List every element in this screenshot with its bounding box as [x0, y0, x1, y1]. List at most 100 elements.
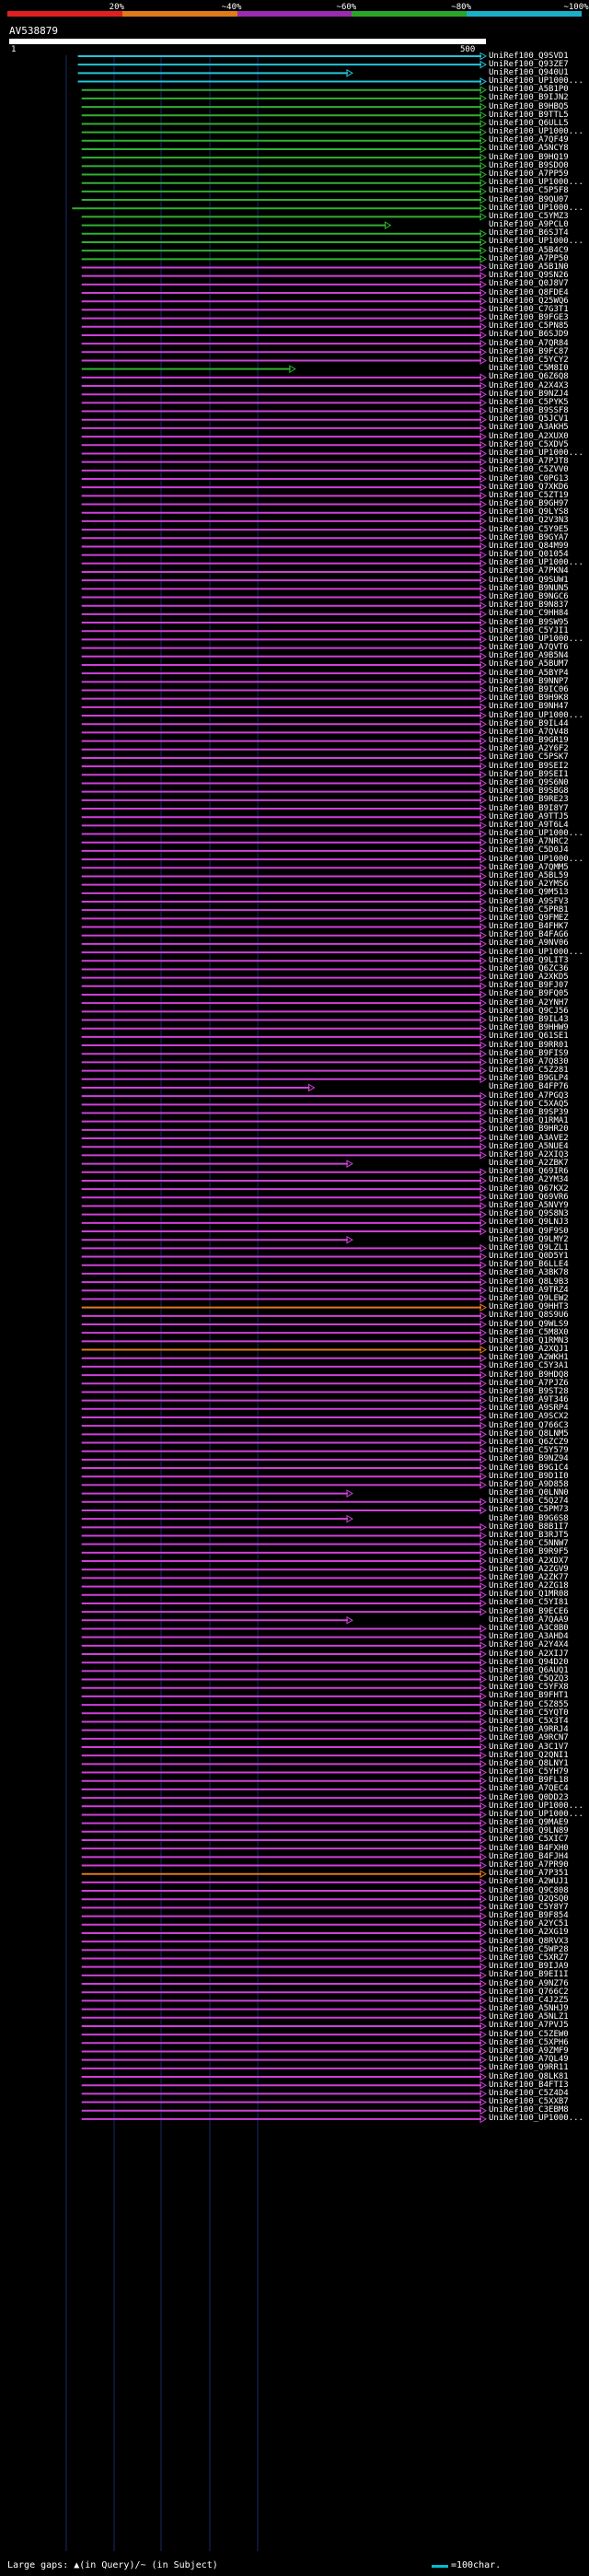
- hit-label[interactable]: UniRef100_UP1000...: [489, 854, 583, 864]
- hit-label[interactable]: UniRef100_A3AVE2: [489, 1133, 569, 1143]
- hit-label[interactable]: UniRef100_B9GYA7: [489, 532, 569, 542]
- hit-label[interactable]: UniRef100_A3AKH5: [489, 423, 569, 433]
- hit-label[interactable]: UniRef100_Q9LYS8: [489, 507, 569, 518]
- hit-label[interactable]: UniRef100_B9FL18: [489, 1776, 569, 1786]
- hit-label[interactable]: UniRef100_Q9LEW2: [489, 1293, 569, 1303]
- hit-label[interactable]: UniRef100_A2YM34: [489, 1175, 569, 1185]
- hit-label[interactable]: UniRef100_C5PYK5: [489, 397, 569, 407]
- hit-label[interactable]: UniRef100_Q1RMA1: [489, 1116, 569, 1126]
- hit-label[interactable]: UniRef100_A9B5N4: [489, 651, 569, 661]
- hit-label[interactable]: UniRef100_C5PM73: [489, 1505, 569, 1515]
- hit-label[interactable]: UniRef100_UP1000...: [489, 634, 583, 644]
- hit-label[interactable]: UniRef100_A2X4X3: [489, 380, 569, 390]
- hit-label[interactable]: UniRef100_C5XDV5: [489, 439, 569, 449]
- hit-label[interactable]: UniRef100_A7QAA9: [489, 1614, 569, 1625]
- hit-label[interactable]: UniRef100_B9IJN2: [489, 93, 569, 103]
- hit-label[interactable]: UniRef100_A2XUX0: [489, 431, 569, 441]
- hit-label[interactable]: UniRef100_Q0DD23: [489, 1792, 569, 1802]
- hit-label[interactable]: UniRef100_A9SFV3: [489, 896, 569, 906]
- hit-label[interactable]: UniRef100_Q6Z6Q8: [489, 372, 569, 382]
- hit-label[interactable]: UniRef100_A7QMM5: [489, 862, 569, 872]
- hit-label[interactable]: UniRef100_C5M8I0: [489, 364, 569, 374]
- hit-label[interactable]: UniRef100_C5YI81: [489, 1598, 569, 1608]
- hit-label[interactable]: UniRef100_C5PRB1: [489, 904, 569, 915]
- hit-label[interactable]: UniRef100_A5B1N0: [489, 262, 569, 272]
- hit-label[interactable]: UniRef100_A9D858: [489, 1479, 569, 1489]
- hit-label[interactable]: UniRef100_A2XIJ7: [489, 1649, 569, 1659]
- hit-label[interactable]: UniRef100_C9HH84: [489, 609, 569, 619]
- hit-label[interactable]: UniRef100_B9I8Y7: [489, 803, 569, 813]
- hit-label[interactable]: UniRef100_A2ZBK7: [489, 1159, 569, 1169]
- hit-label[interactable]: UniRef100_A2ZGV9: [489, 1564, 569, 1574]
- hit-label[interactable]: UniRef100_B6LLE4: [489, 1260, 569, 1270]
- hit-label[interactable]: UniRef100_C5Y579: [489, 1446, 569, 1456]
- hit-label[interactable]: UniRef100_A7PGQ3: [489, 1090, 569, 1101]
- hit-label[interactable]: UniRef100_A7PJZ6: [489, 1378, 569, 1388]
- hit-label[interactable]: UniRef100_B9NH47: [489, 702, 569, 712]
- hit-label[interactable]: UniRef100_Q9C808: [489, 1885, 569, 1895]
- hit-label[interactable]: UniRef100_A5BYP4: [489, 668, 569, 678]
- hit-label[interactable]: UniRef100_A2XIQ3: [489, 1149, 569, 1160]
- hit-label[interactable]: UniRef100_Q67KX2: [489, 1183, 569, 1194]
- hit-label[interactable]: UniRef100_C5P5F8: [489, 186, 569, 196]
- hit-label[interactable]: UniRef100_C5Z4D4: [489, 2088, 569, 2098]
- hit-label[interactable]: UniRef100_C5XAQ5: [489, 1099, 569, 1109]
- hit-label[interactable]: UniRef100_A7QVT6: [489, 643, 569, 653]
- hit-label[interactable]: UniRef100_A9TTJ5: [489, 811, 569, 822]
- hit-label[interactable]: UniRef100_A2XG19: [489, 1928, 569, 1938]
- hit-label[interactable]: UniRef100_Q9S6N0: [489, 777, 569, 787]
- hit-label[interactable]: UniRef100_A5NUE4: [489, 1141, 569, 1151]
- hit-label[interactable]: UniRef100_C5X3T4: [489, 1716, 569, 1726]
- hit-label[interactable]: UniRef100_B4FAG6: [489, 930, 569, 940]
- hit-label[interactable]: UniRef100_A9T6L4: [489, 820, 569, 830]
- hit-label[interactable]: UniRef100_C5WP28: [489, 1944, 569, 1954]
- hit-label[interactable]: UniRef100_Q93ZE7: [489, 59, 569, 69]
- hit-label[interactable]: UniRef100_A2YMS6: [489, 880, 569, 890]
- hit-label[interactable]: UniRef100_Q7XKD6: [489, 482, 569, 492]
- hit-label[interactable]: UniRef100_B9G6S8: [489, 1513, 569, 1523]
- hit-label[interactable]: UniRef100_C5XXB7: [489, 2097, 569, 2107]
- hit-label[interactable]: UniRef100_B9NZ94: [489, 1454, 569, 1464]
- hit-label[interactable]: UniRef100_B9EI1I: [489, 1970, 569, 1980]
- hit-label[interactable]: UniRef100_Q0J8V7: [489, 279, 569, 289]
- hit-label[interactable]: UniRef100_B9RR01: [489, 1040, 569, 1050]
- hit-label[interactable]: UniRef100_Q1RMN3: [489, 1335, 569, 1346]
- hit-label[interactable]: UniRef100_A3AHD4: [489, 1632, 569, 1642]
- hit-label[interactable]: UniRef100_A7QF49: [489, 135, 569, 146]
- hit-label[interactable]: UniRef100_B9R9F5: [489, 1547, 569, 1557]
- hit-label[interactable]: UniRef100_UP1000...: [489, 178, 583, 188]
- hit-label[interactable]: UniRef100_A9RCN7: [489, 1733, 569, 1743]
- hit-label[interactable]: UniRef100_B9FJ07: [489, 981, 569, 991]
- hit-label[interactable]: UniRef100_Q0D5Y1: [489, 1252, 569, 1262]
- hit-label[interactable]: UniRef100_A9ZMF9: [489, 2046, 569, 2056]
- hit-label[interactable]: UniRef100_A7QV48: [489, 727, 569, 737]
- hit-label[interactable]: UniRef100_C5ZT19: [489, 490, 569, 500]
- hit-label[interactable]: UniRef100_A9PCL0: [489, 220, 569, 230]
- hit-label[interactable]: UniRef100_A2ZK77: [489, 1572, 569, 1582]
- hit-label[interactable]: UniRef100_UP1000...: [489, 448, 583, 458]
- hit-label[interactable]: UniRef100_B9IC06: [489, 685, 569, 694]
- hit-label[interactable]: UniRef100_A7PKN4: [489, 566, 569, 577]
- hit-label[interactable]: UniRef100_C5Y3A1: [489, 1361, 569, 1371]
- hit-label[interactable]: UniRef100_B9FQ05: [489, 989, 569, 999]
- hit-label[interactable]: UniRef100_Q0LNN0: [489, 1488, 569, 1498]
- hit-label[interactable]: UniRef100_Q8LNY1: [489, 1758, 569, 1768]
- hit-label[interactable]: UniRef100_Q1MR08: [489, 1590, 569, 1600]
- hit-label[interactable]: UniRef100_B9FC87: [489, 346, 569, 356]
- hit-label[interactable]: UniRef100_A5NCY8: [489, 144, 569, 154]
- hit-label[interactable]: UniRef100_B9NZJ4: [489, 389, 569, 399]
- hit-label[interactable]: UniRef100_Q9WLS9: [489, 1319, 569, 1329]
- hit-label[interactable]: UniRef100_A3C1V7: [489, 1742, 569, 1752]
- hit-label[interactable]: UniRef100_A7QR84: [489, 338, 569, 348]
- hit-label[interactable]: UniRef100_UP1000...: [489, 829, 583, 839]
- hit-label[interactable]: UniRef100_C5YCY2: [489, 355, 569, 365]
- hit-label[interactable]: UniRef100_C0PG13: [489, 473, 569, 484]
- hit-label[interactable]: UniRef100_B9SEI2: [489, 761, 569, 771]
- hit-label[interactable]: UniRef100_B9FHT1: [489, 1691, 569, 1701]
- hit-label[interactable]: UniRef100_B9FIS9: [489, 1048, 569, 1058]
- hit-label[interactable]: UniRef100_A9RRJ4: [489, 1725, 569, 1735]
- hit-label[interactable]: UniRef100_B9IL44: [489, 718, 569, 729]
- hit-label[interactable]: UniRef100_Q5JCV1: [489, 414, 569, 425]
- hit-label[interactable]: UniRef100_B9H9K8: [489, 694, 569, 704]
- hit-label[interactable]: UniRef100_A2XKD5: [489, 973, 569, 983]
